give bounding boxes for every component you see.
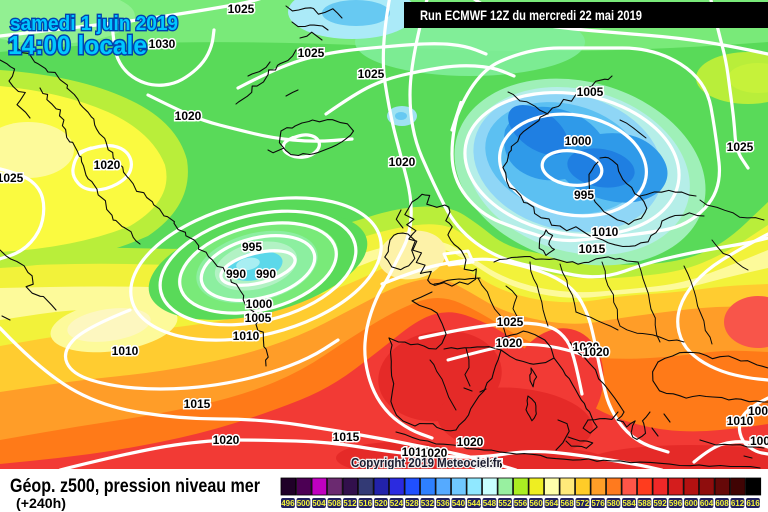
svg-text:100: 100 <box>750 434 768 448</box>
svg-text:524: 524 <box>390 499 404 508</box>
svg-text:532: 532 <box>421 499 435 508</box>
svg-text:1020: 1020 <box>421 446 448 460</box>
svg-text:Run ECMWF 12Z du mercredi 22 m: Run ECMWF 12Z du mercredi 22 mai 2019 <box>420 7 642 23</box>
svg-text:1010: 1010 <box>233 329 260 343</box>
svg-text:604: 604 <box>700 499 714 508</box>
svg-text:508: 508 <box>328 499 342 508</box>
svg-text:548: 548 <box>483 499 497 508</box>
svg-text:572: 572 <box>576 499 590 508</box>
svg-text:1000: 1000 <box>246 297 273 311</box>
svg-text:576: 576 <box>591 499 605 508</box>
svg-text:1005: 1005 <box>577 85 604 99</box>
svg-text:1020: 1020 <box>213 433 240 447</box>
svg-text:14:00 locale: 14:00 locale <box>8 30 147 60</box>
svg-text:592: 592 <box>653 499 667 508</box>
svg-text:556: 556 <box>514 499 528 508</box>
svg-text:540: 540 <box>452 499 466 508</box>
svg-text:608: 608 <box>715 499 729 508</box>
svg-text:1020: 1020 <box>496 336 523 350</box>
svg-text:596: 596 <box>669 499 683 508</box>
svg-text:(+240h): (+240h) <box>16 495 66 511</box>
svg-text:1000: 1000 <box>565 134 592 148</box>
svg-text:100: 100 <box>748 404 768 418</box>
svg-text:1030: 1030 <box>149 37 176 51</box>
svg-text:584: 584 <box>622 499 636 508</box>
svg-text:544: 544 <box>467 499 481 508</box>
svg-text:1025: 1025 <box>0 171 24 185</box>
svg-text:600: 600 <box>684 499 698 508</box>
svg-text:samedi 1 juin 2019: samedi 1 juin 2019 <box>10 13 178 35</box>
svg-text:1025: 1025 <box>358 67 385 81</box>
svg-text:588: 588 <box>638 499 652 508</box>
svg-text:560: 560 <box>529 499 543 508</box>
svg-text:995: 995 <box>242 240 262 254</box>
svg-text:1010: 1010 <box>592 225 619 239</box>
svg-text:1015: 1015 <box>402 445 429 459</box>
svg-text:995: 995 <box>574 188 594 202</box>
svg-text:1020: 1020 <box>175 109 202 123</box>
svg-text:528: 528 <box>405 499 419 508</box>
svg-text:1025: 1025 <box>727 140 754 154</box>
svg-text:1020: 1020 <box>573 340 600 354</box>
svg-text:568: 568 <box>560 499 574 508</box>
svg-text:1025: 1025 <box>298 46 325 60</box>
svg-text:580: 580 <box>607 499 621 508</box>
svg-text:990: 990 <box>256 267 276 281</box>
svg-text:612: 612 <box>731 499 745 508</box>
svg-text:552: 552 <box>498 499 512 508</box>
svg-text:520: 520 <box>374 499 388 508</box>
svg-text:990: 990 <box>226 267 246 281</box>
svg-text:1015: 1015 <box>333 430 360 444</box>
svg-text:1025: 1025 <box>497 315 524 329</box>
svg-text:564: 564 <box>545 499 559 508</box>
svg-text:616: 616 <box>746 499 760 508</box>
svg-text:Copyright 2019 Meteociel.fr: Copyright 2019 Meteociel.fr <box>351 455 501 470</box>
svg-text:536: 536 <box>436 499 450 508</box>
svg-text:Géop. z500, pression niveau me: Géop. z500, pression niveau mer <box>10 476 261 497</box>
svg-text:1020: 1020 <box>94 158 121 172</box>
svg-text:496: 496 <box>281 499 295 508</box>
svg-text:1015: 1015 <box>184 397 211 411</box>
svg-text:1015: 1015 <box>579 242 606 256</box>
svg-text:504: 504 <box>312 499 326 508</box>
svg-text:1020: 1020 <box>583 345 610 359</box>
svg-text:1015: 1015 <box>476 457 503 471</box>
svg-text:512: 512 <box>343 499 357 508</box>
svg-text:1010: 1010 <box>112 344 139 358</box>
svg-text:1005: 1005 <box>245 311 272 325</box>
svg-text:1025: 1025 <box>228 2 255 16</box>
svg-text:1020: 1020 <box>389 155 416 169</box>
svg-text:500: 500 <box>297 499 311 508</box>
svg-text:516: 516 <box>359 499 373 508</box>
svg-text:1020: 1020 <box>457 435 484 449</box>
svg-text:1010: 1010 <box>727 414 754 428</box>
